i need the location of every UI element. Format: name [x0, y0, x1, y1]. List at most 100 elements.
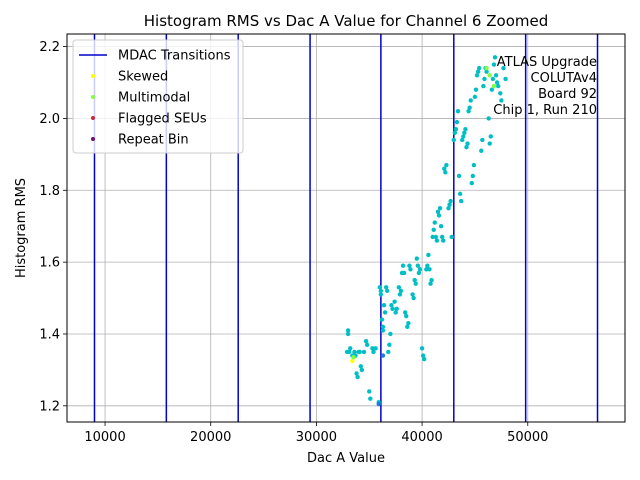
data-point: [417, 267, 423, 272]
data-point: [378, 288, 384, 294]
data-point: [378, 292, 384, 297]
data-point: [354, 371, 359, 376]
x-axis-label: Dac A Value: [307, 451, 385, 466]
data-point: [389, 303, 394, 308]
data-point: [486, 116, 491, 121]
data-point: [449, 234, 454, 240]
data-point: [379, 317, 385, 322]
data-point: [468, 98, 473, 103]
data-point: [398, 288, 404, 294]
x-tick-label: 20000: [190, 430, 231, 445]
data-point: [466, 109, 471, 114]
data-point: [460, 137, 465, 143]
data-point: [429, 277, 434, 283]
data-point: [495, 83, 501, 89]
data-point: [453, 127, 459, 132]
data-point: [467, 105, 472, 110]
data-point: [408, 267, 413, 272]
data-point: [452, 130, 458, 135]
data-point: [363, 338, 369, 344]
data-point: [447, 202, 452, 207]
data-point: [357, 349, 362, 355]
data-point: [484, 69, 489, 74]
data-point: [479, 148, 484, 153]
data-point: [444, 162, 449, 168]
data-point: [457, 191, 463, 197]
grid-lines: [67, 34, 625, 422]
data-point: [492, 55, 498, 60]
data-point: [463, 127, 468, 132]
data-point: [498, 91, 503, 96]
data-point: [380, 328, 386, 333]
data-point: [392, 299, 397, 304]
data-point: [370, 346, 375, 351]
legend-point-swatch: [91, 74, 95, 78]
data-point: [439, 234, 445, 240]
data-point: [465, 141, 470, 146]
annotation-line: ATLAS Upgrade: [497, 55, 597, 70]
chart-title: Histogram RMS vs Dac A Value for Channel…: [144, 12, 549, 30]
data-point: [430, 234, 435, 240]
data-point: [419, 346, 425, 351]
data-point: [386, 349, 391, 355]
legend-box: [72, 39, 244, 154]
legend-label: MDAC Transitions: [118, 49, 231, 64]
x-tick-label: 30000: [296, 430, 337, 445]
legend-point-swatch: [91, 116, 95, 120]
data-point: [480, 137, 485, 143]
data-point: [427, 267, 432, 272]
legend-label: Flagged SEUs: [118, 112, 207, 127]
data-point: [488, 134, 493, 139]
data-point: [494, 80, 500, 85]
data-point: [414, 256, 420, 261]
data-point: [381, 303, 387, 308]
data-point: [397, 292, 403, 297]
data-point: [484, 65, 489, 71]
y-tick-label: 1.8: [39, 184, 60, 199]
data-point: [441, 238, 446, 243]
data-point: [433, 234, 439, 240]
data-point: [402, 310, 408, 315]
data-point: [491, 62, 497, 67]
axis-ticks: 10000 20000 30000 40000 50000 1.2 1.4 1.6 1.8 2.0…: [39, 40, 548, 445]
data-point: [503, 76, 508, 82]
legend-point-swatch: [91, 95, 95, 99]
data-point: [368, 396, 373, 401]
data-point: [380, 324, 386, 329]
data-point: [446, 206, 451, 211]
data-point: [407, 263, 412, 268]
data-point: [394, 306, 399, 312]
data-point: [443, 170, 448, 175]
data-point: [385, 288, 390, 294]
data-point: [376, 401, 381, 407]
data-point: [475, 69, 481, 74]
data-point: [428, 281, 433, 286]
legend: MDAC Transitions Skewed Multimodal Flagged …: [72, 39, 244, 154]
y-tick-label: 2.2: [39, 40, 60, 55]
data-point: [493, 73, 499, 78]
data-point: [470, 173, 476, 179]
data-point: [469, 180, 474, 186]
legend-point-swatch: [91, 137, 95, 141]
data-point: [458, 198, 464, 204]
legend-label: Skewed: [118, 70, 168, 85]
legend-label: Repeat Bin: [118, 133, 189, 148]
data-point: [348, 346, 353, 351]
data-point: [406, 321, 411, 326]
data-point: [411, 295, 416, 301]
data-point: [352, 349, 357, 355]
data-point: [464, 144, 469, 150]
data-point: [393, 310, 398, 315]
x-tick-label: 10000: [84, 430, 125, 445]
x-tick-label: 50000: [507, 430, 548, 445]
annotation-line: Board 92: [538, 87, 597, 102]
annotation-line: COLUTAv4: [531, 71, 597, 86]
data-point: [436, 213, 442, 218]
data-point: [490, 76, 496, 82]
data-point: [455, 109, 461, 114]
data-point: [422, 356, 427, 362]
data-point: [491, 83, 497, 89]
data-point: [383, 285, 389, 290]
